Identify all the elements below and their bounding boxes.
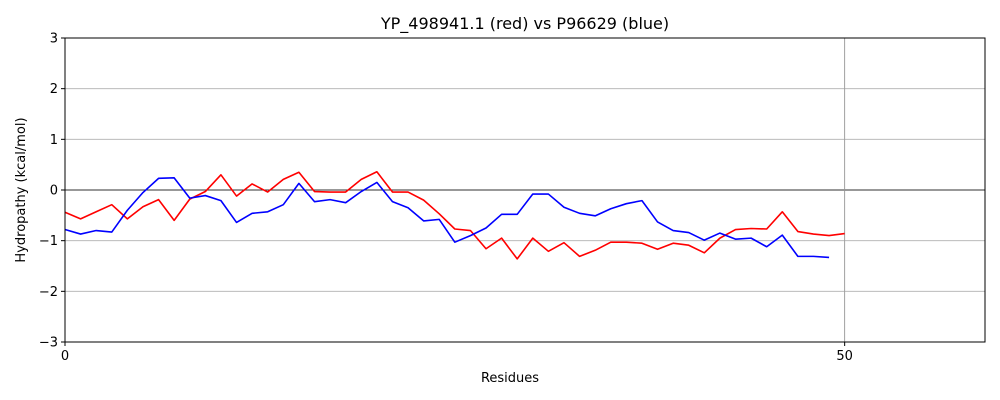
series-layer xyxy=(64,170,845,260)
y-axis: −3 −2 −1 0 1 2 3 xyxy=(39,32,65,351)
y-tick-label: 3 xyxy=(50,32,58,47)
y-tick-label: −3 xyxy=(39,336,58,351)
y-tick-label: −2 xyxy=(39,285,58,300)
x-axis-label: Residues xyxy=(481,371,539,386)
y-tick-label: 1 xyxy=(50,133,58,148)
x-tick-label: 0 xyxy=(61,349,69,364)
reference-lines xyxy=(65,38,985,342)
series-line-1 xyxy=(64,177,830,259)
y-tick-label: 0 xyxy=(50,184,58,199)
y-tick-label: 2 xyxy=(50,82,58,97)
chart-title: YP_498941.1 (red) vs P96629 (blue) xyxy=(380,14,669,34)
x-axis: 0 50 xyxy=(61,342,853,364)
y-tick-label: −1 xyxy=(39,234,58,249)
y-axis-label: Hydropathy (kcal/mol) xyxy=(14,117,29,262)
x-tick-label: 50 xyxy=(836,349,853,364)
